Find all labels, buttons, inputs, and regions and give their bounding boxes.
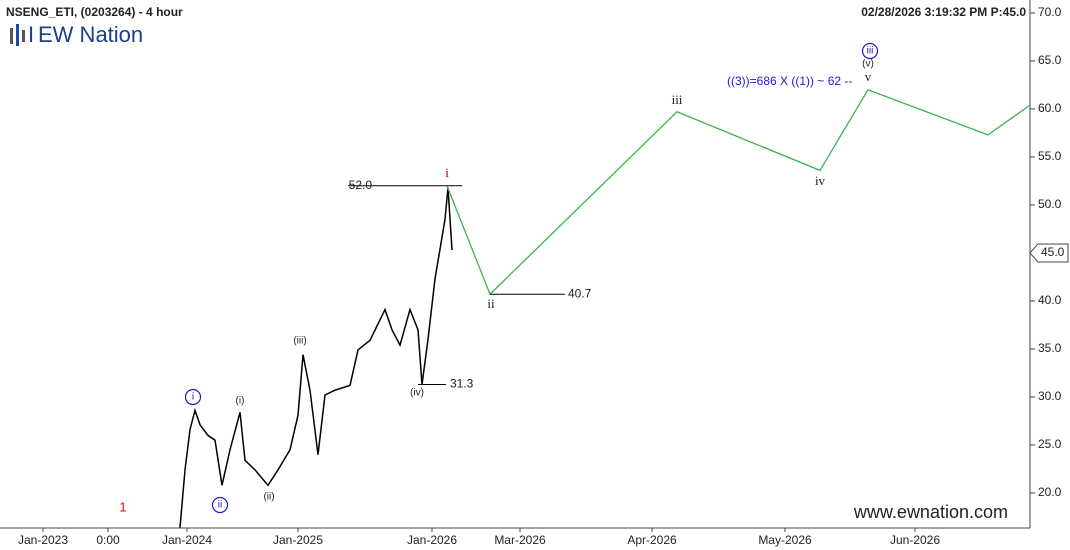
y-tick-label: 55.0	[1038, 149, 1062, 163]
price-line	[179, 187, 453, 528]
wave-circle	[211, 496, 229, 514]
y-tick-label: 25.0	[1038, 437, 1062, 451]
wave-label: v	[865, 69, 872, 84]
y-tick-label: 40.0	[1038, 293, 1062, 307]
wave-circle	[861, 42, 879, 60]
x-tick-label: Jun-2026	[890, 533, 940, 547]
logo-bar	[10, 28, 13, 44]
wave-label: (iii)	[293, 336, 306, 347]
y-tick-label: 65.0	[1038, 53, 1062, 67]
logo-bar	[22, 30, 25, 42]
wave-label: i	[445, 165, 449, 180]
logo: EW Nation I	[10, 22, 143, 47]
logo-bar	[16, 24, 19, 46]
wave-label: ii	[218, 500, 222, 511]
y-tick-label: 30.0	[1038, 389, 1062, 403]
y-tick-label: 60.0	[1038, 101, 1062, 115]
wave-label: iii	[867, 46, 874, 57]
wave-label: (iv)	[410, 388, 424, 399]
chart-title: NSENG_ETI, (0203264) - 4 hour	[6, 5, 183, 19]
x-tick-label: Jan-2026	[407, 533, 457, 547]
level-label: 31.3	[450, 377, 474, 391]
y-tick-label: 35.0	[1038, 341, 1062, 355]
y-tick-label: 50.0	[1038, 197, 1062, 211]
timestamp: 02/28/2026 3:19:32 PM P:45.0	[861, 5, 1026, 19]
x-tick-label: 0:00	[96, 533, 120, 547]
x-tick-label: Jan-2023	[18, 533, 68, 547]
x-tick-label: Jan-2025	[273, 533, 323, 547]
level-label: 52.0	[349, 178, 373, 192]
wave-label: iii	[672, 92, 683, 107]
wave-label: ii	[487, 296, 495, 311]
logo-text: EW Nation	[38, 22, 143, 47]
price-marker-label: 45.0	[1041, 245, 1065, 259]
x-tick-label: Apr-2026	[627, 533, 677, 547]
wave-circle	[184, 388, 202, 406]
wave-label: 1	[119, 499, 126, 514]
x-tick-label: Jan-2024	[162, 533, 212, 547]
y-tick-label: 70.0	[1038, 5, 1062, 19]
wave-label: (ii)	[263, 492, 274, 503]
x-tick-label: Mar-2026	[494, 533, 546, 547]
wave-label: i	[192, 392, 194, 403]
y-tick-label: 20.0	[1038, 485, 1062, 499]
wave-label: iv	[815, 173, 826, 188]
wave-label: (v)	[862, 59, 874, 70]
annotation: ((3))=686 X ((1)) ~ 62 --	[727, 74, 852, 88]
price-marker	[1029, 243, 1069, 263]
x-tick-label: May-2026	[758, 533, 812, 547]
wave-label: (i)	[236, 396, 245, 407]
website: www.ewnation.com	[853, 502, 1008, 522]
level-label: 40.7	[568, 286, 592, 300]
logo-mark: I	[28, 22, 34, 47]
